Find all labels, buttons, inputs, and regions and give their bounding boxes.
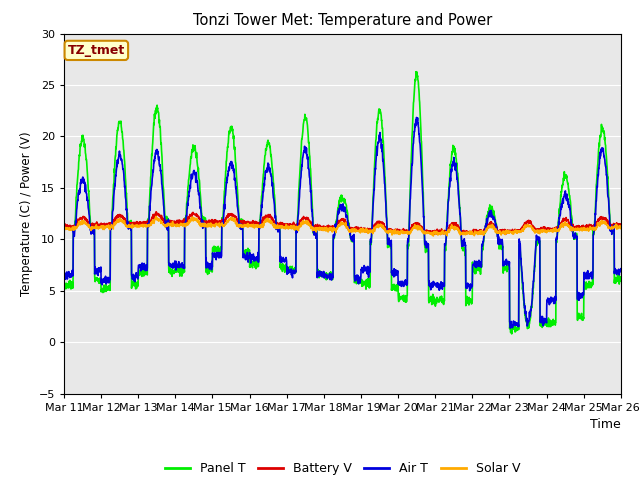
- Solar V: [216, 222, 223, 228]
- Title: Tonzi Tower Met: Temperature and Power: Tonzi Tower Met: Temperature and Power: [193, 13, 492, 28]
- Air T: [358, 268, 366, 274]
- Panel T: [60, 279, 68, 285]
- Panel T: [504, 265, 512, 271]
- Line: Air T: Air T: [64, 118, 621, 328]
- Air T: [507, 325, 515, 331]
- Panel T: [584, 281, 591, 287]
- Panel T: [413, 69, 420, 74]
- Battery V: [568, 224, 576, 230]
- Solar V: [568, 226, 576, 232]
- Battery V: [428, 231, 435, 237]
- Solar V: [505, 228, 513, 234]
- Air T: [413, 115, 420, 120]
- Panel T: [508, 331, 516, 337]
- Y-axis label: Temperature (C) / Power (V): Temperature (C) / Power (V): [20, 132, 33, 296]
- Battery V: [617, 222, 625, 228]
- Air T: [568, 228, 576, 234]
- Solar V: [152, 214, 160, 219]
- Line: Battery V: Battery V: [64, 212, 621, 234]
- Air T: [60, 270, 68, 276]
- Battery V: [505, 228, 513, 234]
- X-axis label: Time: Time: [590, 418, 621, 431]
- Battery V: [60, 225, 68, 230]
- Panel T: [617, 278, 625, 284]
- Line: Panel T: Panel T: [64, 72, 621, 334]
- Air T: [216, 253, 223, 259]
- Air T: [584, 273, 591, 278]
- Battery V: [359, 226, 367, 231]
- Solar V: [359, 227, 367, 233]
- Solar V: [371, 225, 379, 230]
- Text: TZ_tmet: TZ_tmet: [68, 44, 125, 57]
- Solar V: [429, 233, 437, 239]
- Legend: Panel T, Battery V, Air T, Solar V: Panel T, Battery V, Air T, Solar V: [160, 457, 525, 480]
- Air T: [371, 179, 378, 184]
- Panel T: [358, 283, 366, 288]
- Panel T: [568, 216, 576, 222]
- Battery V: [371, 223, 379, 228]
- Line: Solar V: Solar V: [64, 216, 621, 236]
- Air T: [617, 266, 625, 272]
- Solar V: [60, 226, 68, 231]
- Panel T: [371, 164, 378, 169]
- Battery V: [152, 209, 160, 215]
- Panel T: [216, 252, 223, 257]
- Battery V: [584, 224, 591, 229]
- Air T: [504, 260, 512, 266]
- Battery V: [216, 221, 223, 227]
- Solar V: [617, 225, 625, 231]
- Solar V: [584, 227, 591, 232]
